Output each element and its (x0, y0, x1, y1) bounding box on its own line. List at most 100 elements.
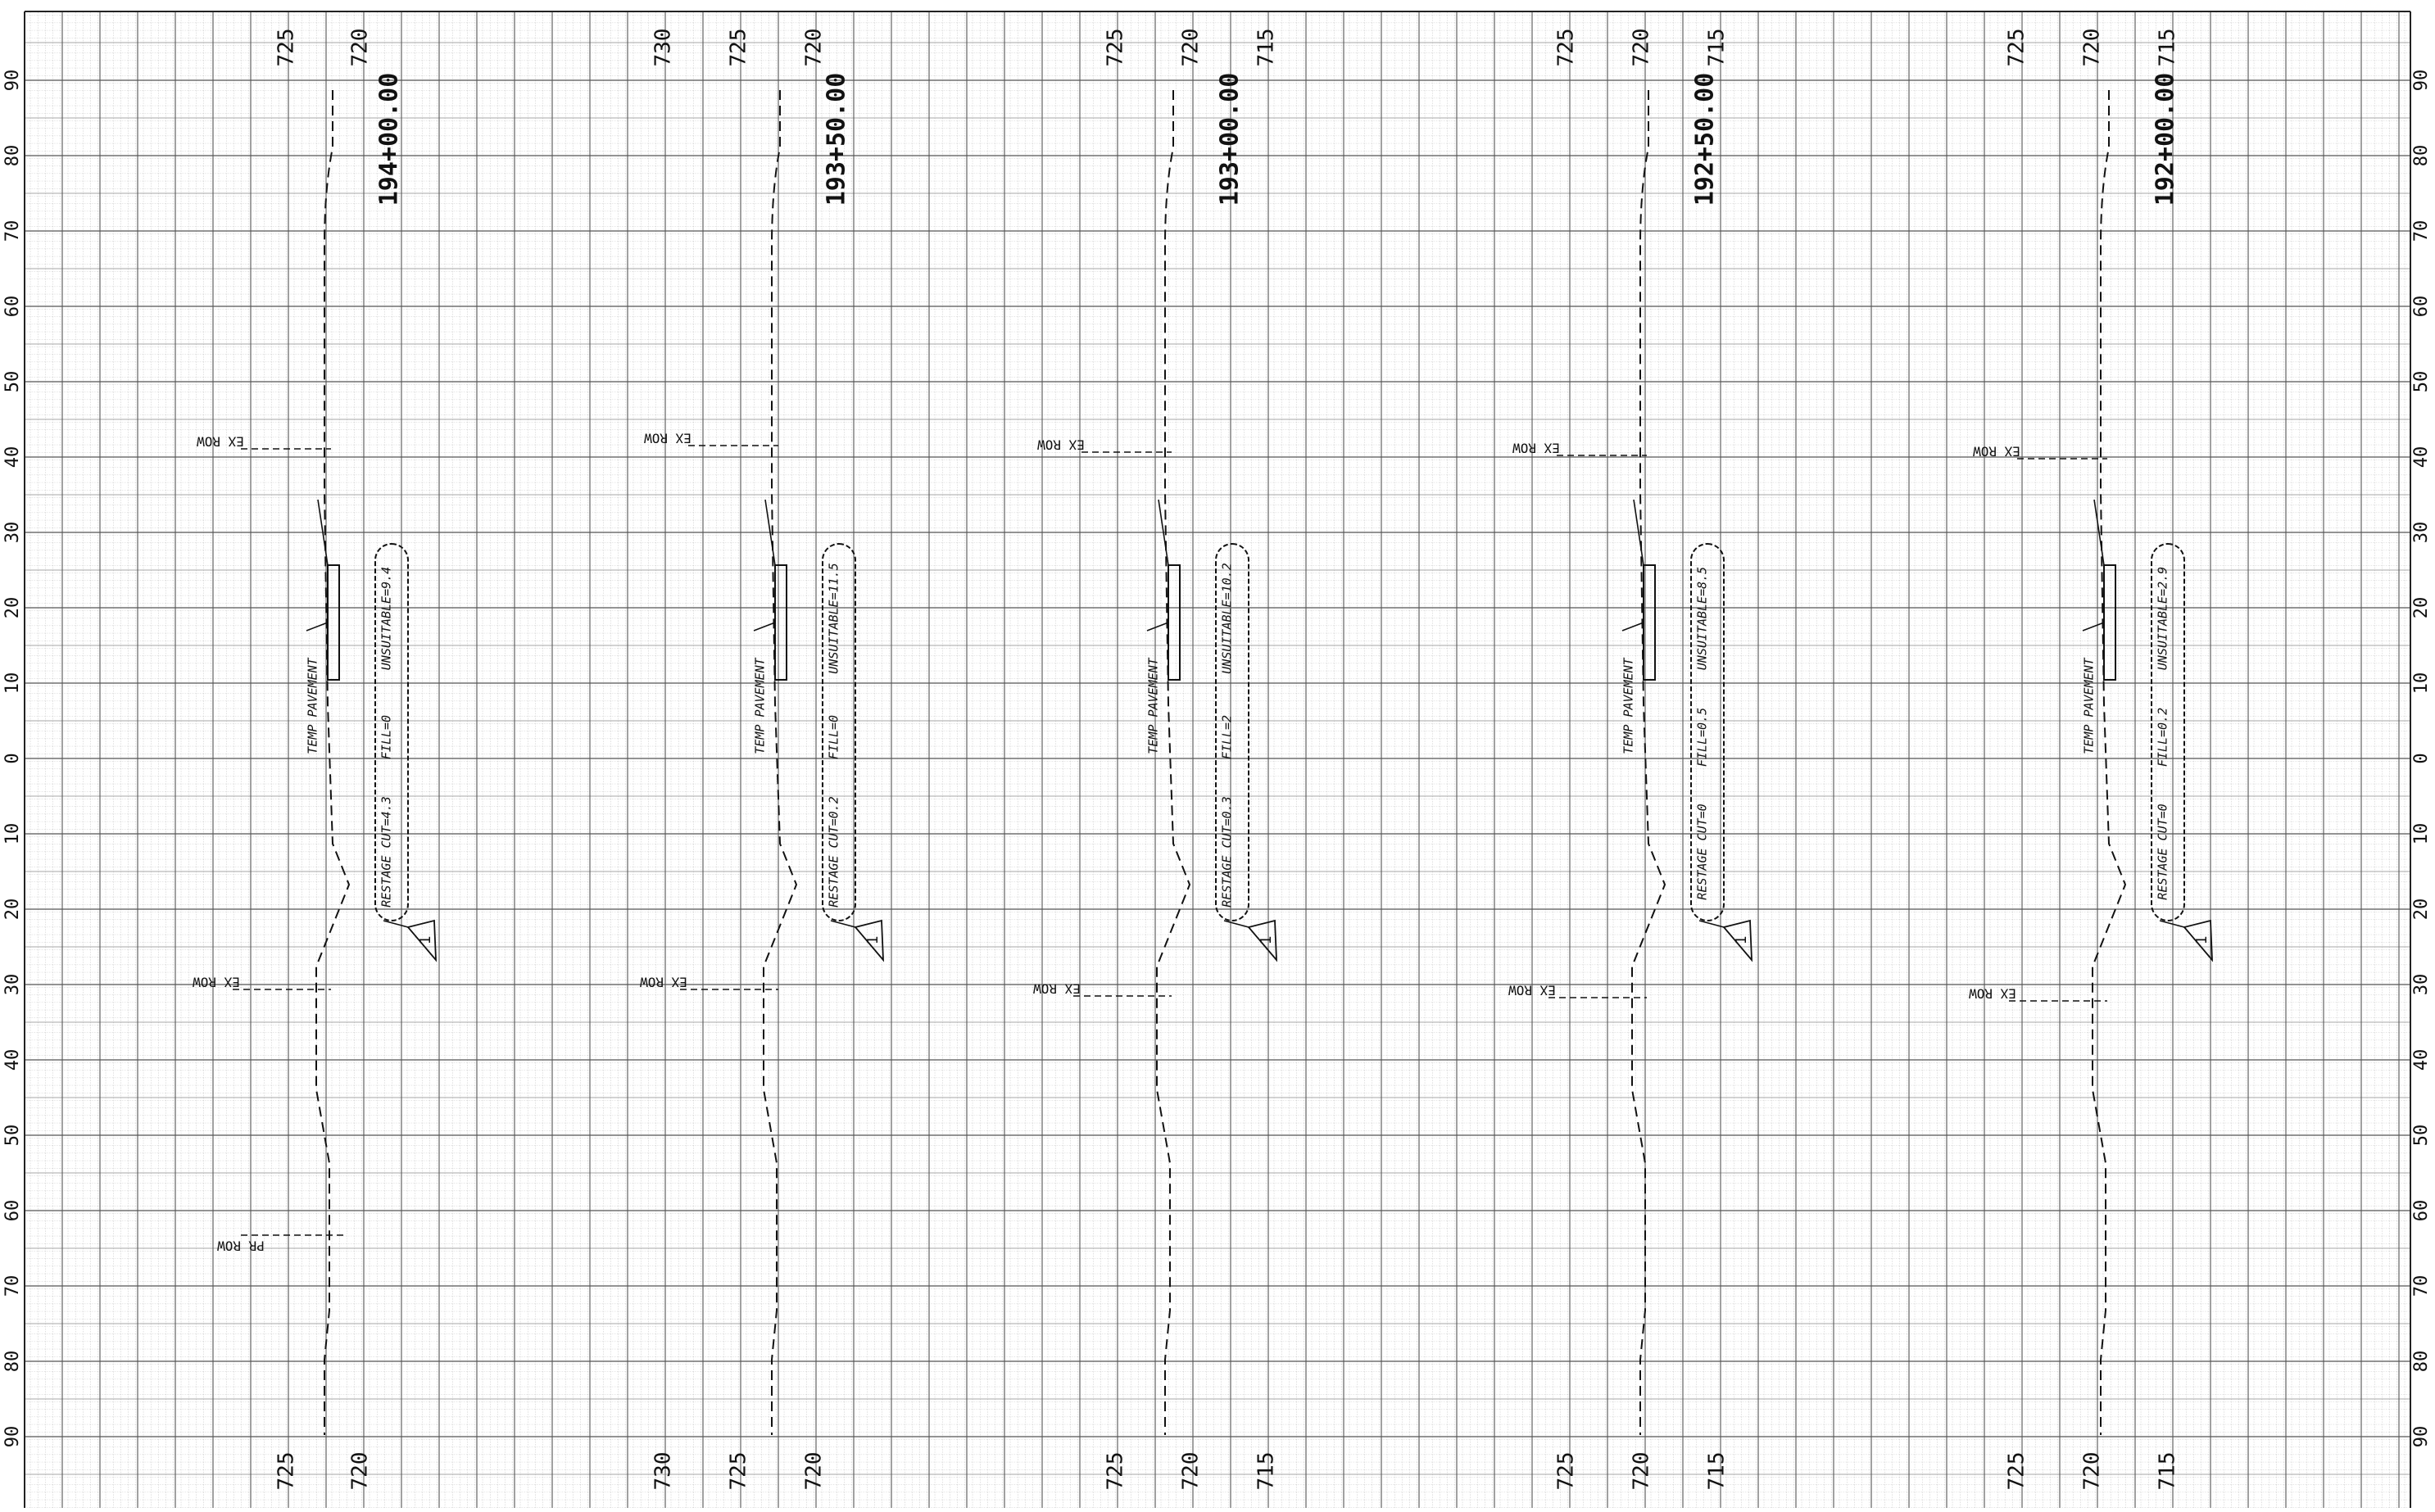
elevation-label-bottom: 725 (2005, 1452, 2029, 1491)
temp-pavement-label: TEMP PAVEMENT (753, 657, 768, 754)
temp-pavement-leader (1146, 499, 1169, 632)
elevation-label-bottom: 720 (802, 1452, 827, 1491)
temp-pavement-label: TEMP PAVEMENT (2082, 657, 2097, 754)
unsuitable-label: UNSUITABLE=9.4 (379, 567, 394, 670)
fill-label: FILL=0 (379, 715, 394, 759)
offset-tick-label-left: 60 (2, 1200, 23, 1222)
cloud-annotation (1690, 543, 1725, 921)
revision-number: 1 (2193, 936, 2211, 945)
temp-pavement-label: TEMP PAVEMENT (306, 657, 320, 754)
offset-tick-label-right: 40 (2411, 1049, 2432, 1071)
offset-tick-label-right: 80 (2411, 1351, 2432, 1373)
offset-tick-label-right: 30 (2411, 522, 2432, 544)
fill-label: FILL=0 (827, 715, 841, 759)
revision-leader (1698, 920, 1725, 928)
elevation-label-top: 720 (2080, 29, 2105, 67)
elevation-label-bottom: 725 (1554, 1452, 1579, 1491)
offset-tick-label-left: 80 (2, 1351, 23, 1373)
elevation-label-bottom: 720 (1179, 1452, 1204, 1491)
elevation-label-bottom: 725 (274, 1452, 299, 1491)
fine-grid (25, 11, 2410, 1508)
cross-section-192+50.00: 725 725 720 720 715 715 192+50.00 EX ROW EX ROW T… (1508, 29, 1753, 1491)
cloud-annotation (2151, 543, 2185, 921)
pr-row-label: PR ROW (217, 1238, 265, 1254)
revision-leader (383, 920, 409, 928)
station-label: 193+50.00 (823, 73, 851, 206)
existing-ground-line (763, 90, 798, 1435)
offset-tick-label-right: 60 (2411, 1200, 2432, 1222)
elevation-label-bottom: 720 (2080, 1452, 2105, 1491)
revision-triangle (854, 919, 885, 962)
unsuitable-label: UNSUITABLE=11.5 (827, 563, 841, 673)
elevation-label-bottom: 725 (727, 1452, 751, 1491)
elevation-label-bottom: 715 (1705, 1452, 1730, 1491)
ex-row-label-bottom: EX ROW (1969, 986, 2016, 1002)
offset-tick-label-right: 50 (2411, 1125, 2432, 1147)
revision-number: 1 (1733, 936, 1750, 945)
temp-pavement-leader (2082, 499, 2105, 632)
revision-leader (1223, 920, 1249, 928)
cloud-annotation (1215, 543, 1249, 921)
elevation-label-top: 725 (727, 29, 751, 67)
temp-pavement-label: TEMP PAVEMENT (1146, 657, 1161, 754)
offset-axis: 90 90 80 80 70 70 60 60 50 50 40 40 30 30 20 20 10 10 0 0 10… (2, 70, 2432, 1448)
elevation-label-top: 720 (1630, 29, 1654, 67)
fill-label: FILL=0.2 (2156, 708, 2170, 767)
revision-triangle (1722, 919, 1753, 962)
restage-cut-label: RESTAGE CUT=0 (1695, 804, 1710, 899)
offset-tick-label-left: 10 (2, 823, 23, 845)
offset-tick-label-right: 60 (2411, 296, 2432, 318)
revision-leader (2159, 920, 2185, 928)
revision-triangle (1247, 919, 1278, 962)
offset-tick-label-right: 20 (2411, 597, 2432, 619)
offset-tick-label-left: 70 (2, 1275, 23, 1297)
elevation-label-bottom: 720 (1630, 1452, 1654, 1491)
offset-tick-label-left: 40 (2, 1049, 23, 1071)
ex-row-label-bottom: EX ROW (193, 975, 240, 990)
restage-cut-label: RESTAGE CUT=4.3 (379, 796, 394, 907)
elevation-label-top: 720 (802, 29, 827, 67)
offset-tick-label-right: 70 (2411, 220, 2432, 242)
ex-row-label-bottom: EX ROW (640, 975, 687, 990)
major-grid (24, 11, 2411, 1508)
ex-row-label-top: EX ROW (1973, 444, 2020, 459)
offset-tick-label-right: 90 (2411, 70, 2432, 92)
offset-tick-label-right: 40 (2411, 446, 2432, 469)
offset-tick-label-left: 0 (2, 753, 23, 763)
temp-pavement-leader (306, 499, 329, 632)
offset-tick-label-left: 50 (2, 1125, 23, 1147)
elevation-label-top: 715 (2156, 29, 2180, 67)
station-label: 192+00.00 (2152, 73, 2180, 206)
offset-tick-label-left: 80 (2, 145, 23, 167)
elevation-label-bottom: 715 (1254, 1452, 1279, 1491)
restage-cut-label: RESTAGE CUT=0.3 (1220, 796, 1235, 907)
station-label: 192+50.00 (1691, 73, 1720, 206)
offset-tick-label-right: 30 (2411, 974, 2432, 996)
offset-tick-label-left: 30 (2, 522, 23, 544)
offset-tick-label-right: 20 (2411, 899, 2432, 921)
cloud-annotation (822, 543, 856, 921)
temp-pavement-leader (1621, 499, 1644, 632)
elevation-label-bottom: 725 (1104, 1452, 1128, 1491)
elevation-label-bottom: 730 (651, 1452, 676, 1491)
offset-tick-label-left: 60 (2, 296, 23, 318)
elevation-label-bottom: 715 (2156, 1452, 2180, 1491)
elevation-label-top: 715 (1254, 29, 1279, 67)
ex-row-label-bottom: EX ROW (1508, 983, 1556, 998)
fill-label: FILL=2 (1220, 715, 1235, 759)
offset-tick-label-left: 20 (2, 597, 23, 619)
existing-ground-line (2092, 90, 2127, 1435)
station-label: 193+00.00 (1216, 73, 1245, 206)
unsuitable-label: UNSUITABLE=2.9 (2156, 567, 2170, 670)
cloud-annotation (374, 543, 409, 921)
revision-triangle (2183, 919, 2214, 962)
offset-tick-label-left: 30 (2, 974, 23, 996)
revision-number: 1 (864, 936, 882, 945)
offset-tick-label-right: 80 (2411, 145, 2432, 167)
elevation-label-top: 720 (348, 29, 373, 67)
offset-tick-label-left: 90 (2, 1426, 23, 1448)
revision-leader (830, 920, 856, 928)
fill-label: FILL=0.5 (1695, 708, 1710, 767)
